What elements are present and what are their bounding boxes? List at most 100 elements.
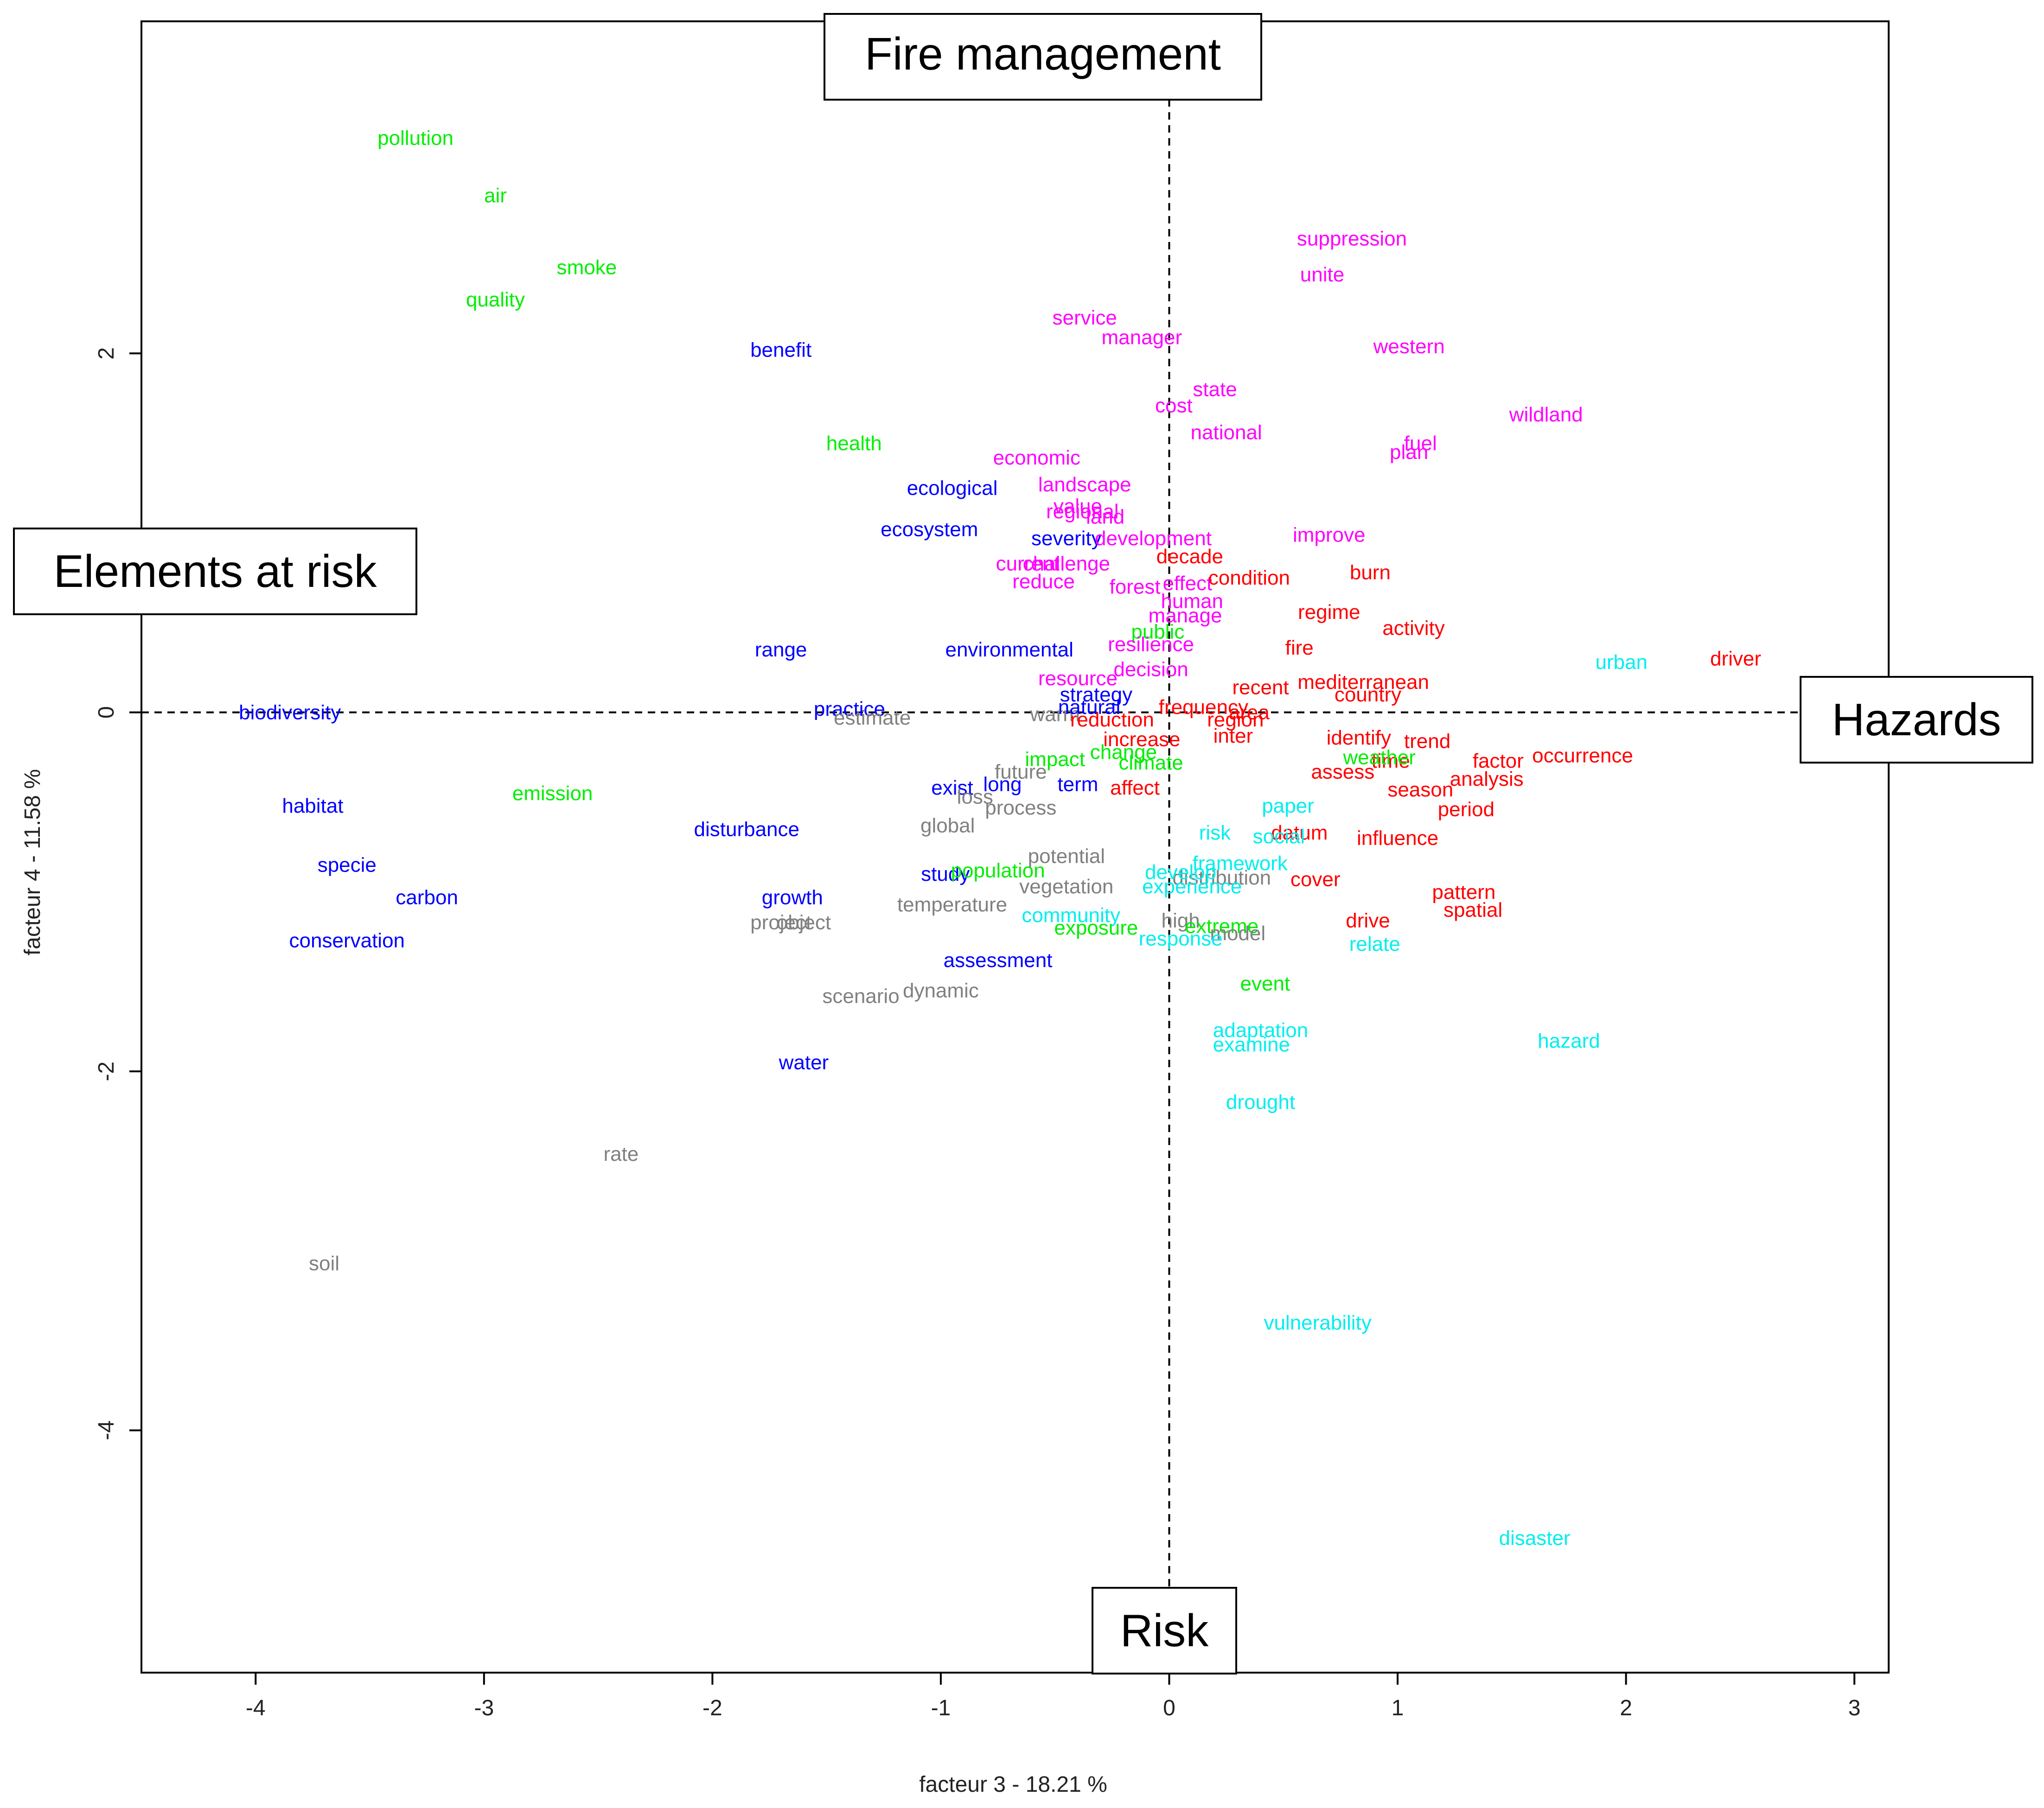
point-label-resilience: resilience	[1108, 633, 1194, 656]
point-label-cost: cost	[1155, 395, 1193, 417]
point-label-pollution: pollution	[377, 127, 454, 150]
point-label-distribution: distribution	[1172, 866, 1271, 889]
point-label-future: future	[995, 760, 1047, 783]
point-label-community: community	[1022, 904, 1120, 927]
point-label-activity: activity	[1382, 617, 1444, 640]
point-label-manager: manager	[1102, 326, 1182, 349]
point-label-economic: economic	[993, 446, 1080, 469]
point-label-process: process	[985, 796, 1056, 819]
point-label-suppression: suppression	[1297, 227, 1407, 250]
axis-ticks: -4 -3 -2 -1 0 1 2 3 -4 -2 0 2	[94, 347, 1860, 1720]
point-label-examine: examine	[1213, 1033, 1290, 1056]
point-label-assessment: assessment	[944, 949, 1053, 972]
point-label-improve: improve	[1293, 523, 1366, 546]
point-label-project: project	[750, 911, 811, 934]
point-label-state: state	[1193, 378, 1237, 401]
point-label-reduce: reduce	[1012, 570, 1075, 593]
annotation-hazards: Hazards	[1800, 676, 2033, 764]
point-label-change: change	[1090, 741, 1157, 764]
point-label-value: value	[1054, 495, 1102, 517]
point-label-natural: natural	[1058, 696, 1121, 719]
annotation-elements-at-risk: Elements at risk	[13, 528, 417, 615]
point-label-specie: specie	[318, 854, 377, 877]
point-label-long: long	[983, 773, 1022, 796]
point-label-event: event	[1240, 972, 1290, 995]
point-label-season: season	[1387, 778, 1453, 801]
point-label-drive: drive	[1346, 910, 1390, 932]
point-label-effect: effect	[1163, 572, 1212, 595]
point-label-benefit: benefit	[750, 339, 811, 362]
point-label-high: high	[1162, 910, 1200, 932]
point-label-landscape: landscape	[1038, 473, 1131, 496]
point-label-service: service	[1053, 306, 1117, 329]
point-label-hazard: hazard	[1538, 1030, 1600, 1052]
point-label-condition: condition	[1208, 567, 1290, 589]
point-label-vulnerability: vulnerability	[1264, 1311, 1371, 1334]
point-label-national: national	[1191, 421, 1262, 444]
point-label-factor: factor	[1473, 750, 1524, 772]
point-label-increase: increase	[1103, 728, 1180, 751]
point-label-occurrence: occurrence	[1532, 745, 1633, 767]
point-label-paper: paper	[1262, 795, 1314, 817]
point-label-impact: impact	[1025, 748, 1085, 770]
point-label-exist: exist	[931, 777, 973, 799]
point-label-disturbance: disturbance	[694, 818, 799, 840]
point-label-experience: experience	[1142, 875, 1242, 898]
plot-frame	[141, 20, 1890, 1674]
point-label-human: human	[1161, 590, 1223, 613]
point-label-climate: climate	[1118, 751, 1183, 774]
point-label-pattern: pattern	[1432, 881, 1495, 904]
point-label-mediterranean: mediterranean	[1297, 671, 1429, 694]
x-tick-label: -4	[246, 1696, 266, 1720]
y-axis-label: facteur 4 - 11.58 %	[20, 769, 45, 955]
point-label-strategy: strategy	[1060, 683, 1133, 706]
point-label-dynamic: dynamic	[903, 980, 979, 1002]
points-layer: pollution air smoke quality benefit health eco…	[239, 127, 1761, 1550]
point-label-temperature: temperature	[897, 893, 1007, 916]
point-label-soil: soil	[309, 1252, 339, 1275]
point-label-datum: datum	[1271, 821, 1328, 844]
point-label-scenario: scenario	[822, 985, 899, 1007]
point-label-challenge: challenge	[1023, 552, 1110, 575]
point-label-extreme: extreme	[1185, 915, 1258, 937]
point-label-driver: driver	[1710, 647, 1761, 670]
annotation-risk-text: Risk	[1120, 1605, 1209, 1656]
point-label-spatial: spatial	[1444, 899, 1502, 922]
point-label-period: period	[1438, 798, 1495, 821]
point-label-quality: quality	[466, 288, 525, 311]
point-label-land: land	[1086, 506, 1124, 528]
point-label-manage: manage	[1148, 605, 1222, 627]
point-label-ecosystem: ecosystem	[881, 518, 978, 541]
x-tick-label: 3	[1848, 1696, 1861, 1720]
point-label-unite: unite	[1300, 263, 1344, 286]
point-label-identify: identify	[1327, 726, 1391, 749]
point-label-current: current	[996, 552, 1060, 575]
point-label-emission: emission	[512, 782, 593, 805]
point-label-assess: assess	[1311, 760, 1374, 783]
point-label-air: air	[484, 185, 507, 207]
point-label-habitat: habitat	[282, 795, 343, 817]
point-label-environmental: environmental	[945, 638, 1073, 661]
y-tick-label: -2	[94, 1062, 119, 1082]
point-label-carbon: carbon	[396, 886, 458, 909]
point-label-health: health	[826, 432, 882, 455]
point-label-public: public	[1131, 620, 1184, 643]
x-tick-label: 1	[1392, 1696, 1404, 1720]
point-label-analysis: analysis	[1450, 768, 1524, 790]
y-tick-label: 0	[94, 706, 119, 719]
x-tick-label: -3	[474, 1696, 494, 1720]
point-label-risk: risk	[1199, 821, 1231, 844]
point-label-exposure: exposure	[1054, 917, 1138, 939]
point-label-develop: develop	[1145, 861, 1216, 884]
point-label-recent: recent	[1232, 676, 1289, 699]
point-label-conservation: conservation	[289, 929, 405, 952]
point-label-urban: urban	[1595, 651, 1648, 674]
annotation-fire-management-text: Fire management	[865, 28, 1221, 79]
point-label-smoke: smoke	[557, 256, 617, 279]
point-label-trend: trend	[1404, 730, 1450, 753]
y-tick-label: -4	[94, 1420, 119, 1440]
point-label-growth: growth	[762, 886, 823, 909]
annotation-elements-at-risk-text: Elements at risk	[53, 546, 377, 597]
point-label-forest: forest	[1110, 576, 1161, 598]
